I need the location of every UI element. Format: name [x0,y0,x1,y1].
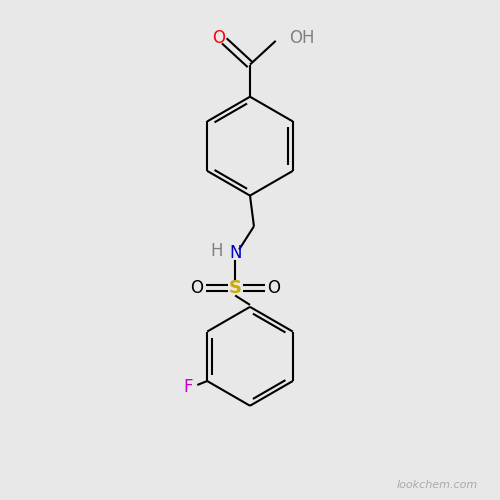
Text: OH: OH [290,29,315,47]
Text: lookchem.com: lookchem.com [396,480,477,490]
Text: N: N [229,244,241,262]
Text: F: F [184,378,193,396]
Text: O: O [190,279,203,297]
Text: S: S [228,279,241,297]
Text: O: O [212,29,225,47]
Text: H: H [210,242,222,260]
Text: O: O [267,279,280,297]
